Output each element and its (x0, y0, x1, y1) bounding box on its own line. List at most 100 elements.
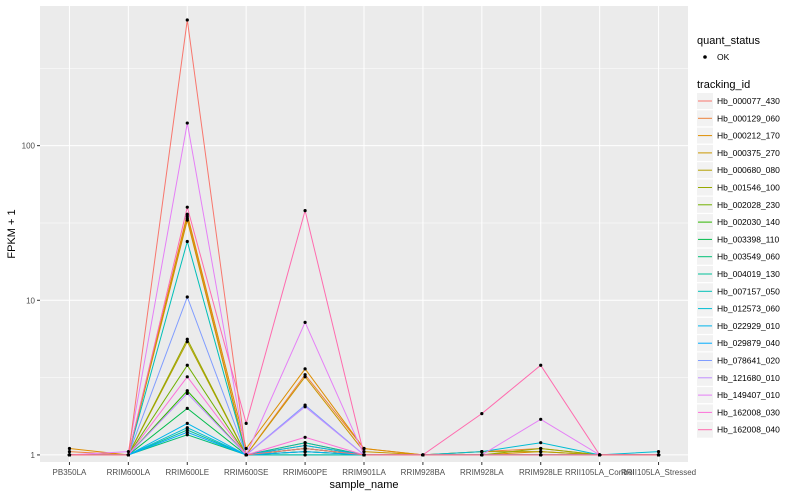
data-point (303, 450, 307, 454)
x-axis-title: sample_name (329, 479, 398, 491)
x-tick-label: RRII105LA_Stressed (621, 468, 696, 477)
data-point (185, 406, 189, 410)
data-point (656, 450, 661, 454)
legend-label: Hb_000680_080 (717, 165, 780, 175)
legend-label: Hb_149407_010 (717, 390, 780, 400)
x-tick-label: RRIM928LA (460, 468, 504, 477)
legend-quant-status-items: OK (703, 52, 730, 62)
y-tick-label: 100 (22, 142, 36, 151)
x-tick-label: RRIM928BA (401, 468, 446, 477)
data-point (539, 446, 543, 451)
data-point (67, 453, 72, 457)
data-point (539, 453, 543, 457)
data-point (539, 363, 543, 367)
data-point (185, 421, 189, 425)
legend-label: Hb_022929_010 (717, 321, 780, 331)
data-points (67, 18, 661, 457)
data-point (185, 430, 189, 434)
data-point (303, 441, 307, 445)
data-point (185, 363, 189, 367)
data-point (362, 450, 366, 454)
legend-label: Hb_162008_040 (717, 425, 780, 435)
data-point (303, 209, 307, 213)
data-point (303, 443, 307, 448)
x-tick-label: RRIM600LE (165, 468, 209, 477)
data-point (185, 426, 189, 430)
x-tick-label: RRIM600LA (107, 468, 151, 477)
data-point (244, 453, 248, 457)
legend-label: Hb_121680_010 (717, 373, 780, 383)
data-point (67, 450, 72, 454)
x-tick-label: RRIM600PE (283, 468, 327, 477)
x-axis: PB350LA RRIM600LA RRIM600LE RRIM600SE RRIM60… (53, 462, 696, 477)
data-point (185, 375, 189, 379)
legend-label: Hb_003398_110 (717, 234, 780, 244)
legend-tracking-id-title: tracking_id (697, 79, 750, 91)
legend: quant_status OK tracking_id Hb_000077_43… (697, 35, 780, 438)
data-point (185, 337, 189, 341)
data-point (185, 205, 189, 209)
legend-label: Hb_012573_060 (717, 304, 780, 314)
legend-label: Hb_002030_140 (717, 217, 780, 227)
legend-label: Hb_007157_050 (717, 286, 780, 296)
x-tick-label: RRII105LA_Control (565, 468, 635, 477)
legend-label: Hb_001546_100 (717, 183, 780, 193)
data-point (67, 446, 72, 451)
data-point (303, 446, 307, 451)
data-point (656, 453, 661, 457)
legend-key-point (703, 55, 707, 59)
legend-label: OK (717, 52, 730, 62)
data-point (185, 389, 189, 393)
data-point (185, 295, 189, 299)
legend-label: Hb_003549_060 (717, 252, 780, 262)
legend-label: Hb_002028_230 (717, 200, 780, 210)
legend-label: Hb_029879_040 (717, 338, 780, 348)
data-point (303, 367, 307, 371)
x-tick-label: RRIM901LA (342, 468, 386, 477)
data-point (362, 453, 366, 457)
data-point (244, 421, 248, 425)
legend-label: Hb_000077_430 (717, 96, 780, 106)
data-point (126, 450, 130, 454)
data-point (303, 320, 307, 324)
data-point (303, 453, 307, 457)
data-point (185, 18, 189, 22)
data-point (303, 405, 307, 409)
data-point (244, 446, 248, 451)
y-axis: 1 10 100 (22, 142, 40, 460)
data-point (185, 212, 189, 216)
data-point (185, 121, 189, 125)
data-point (480, 453, 484, 457)
x-tick-label: PB350LA (53, 468, 87, 477)
grid-lines (40, 6, 688, 462)
data-point (185, 391, 189, 395)
x-tick-label: RRIM600SE (224, 468, 268, 477)
legend-label: Hb_000375_270 (717, 148, 780, 158)
y-tick-label: 10 (26, 296, 35, 305)
data-point (539, 441, 543, 445)
data-point (539, 450, 543, 454)
data-point (185, 218, 189, 222)
data-point (539, 417, 543, 421)
data-point (185, 340, 189, 344)
data-point (480, 450, 484, 454)
y-axis-title: FPKM + 1 (6, 209, 18, 258)
data-point (185, 428, 189, 432)
data-point (303, 435, 307, 439)
legend-label: Hb_162008_030 (717, 407, 780, 417)
data-point (362, 446, 366, 451)
legend-tracking-id-items: Hb_000077_430 Hb_000129_060 Hb_000212_170 H… (697, 93, 780, 438)
legend-label: Hb_004019_130 (717, 269, 780, 279)
data-point (480, 412, 484, 416)
legend-label: Hb_000212_170 (717, 131, 780, 141)
legend-label: Hb_078641_020 (717, 356, 780, 366)
x-tick-label: RRIM928LE (519, 468, 563, 477)
legend-quant-status-title: quant_status (697, 35, 760, 47)
data-point (598, 453, 602, 457)
legend-label: Hb_000129_060 (717, 113, 780, 123)
data-point (421, 453, 425, 457)
data-point (185, 239, 189, 244)
data-point (126, 453, 130, 457)
data-point (185, 433, 189, 437)
